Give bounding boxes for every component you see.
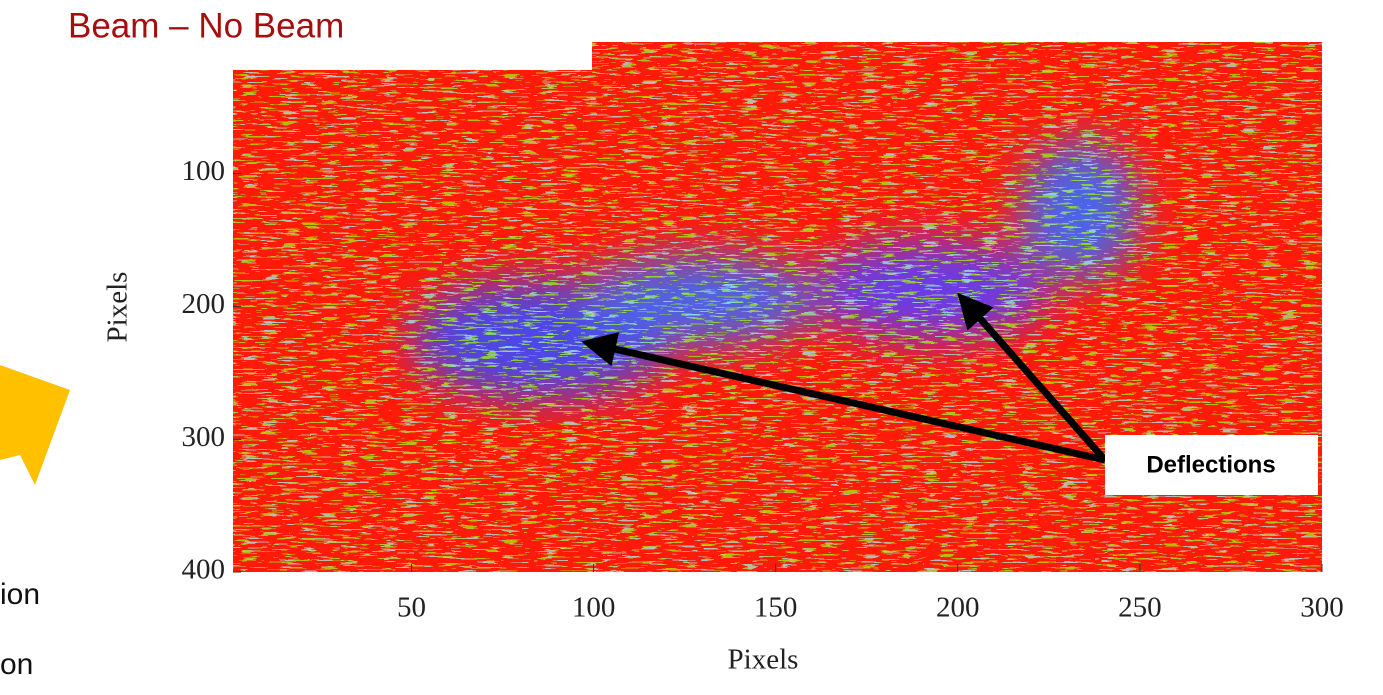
x-tick-label: 200 — [936, 592, 980, 624]
yellow-arrow — [0, 365, 70, 485]
x-tick-label: 250 — [1118, 592, 1162, 624]
side-text: on — [0, 648, 33, 681]
y-tick-label: 100 — [182, 155, 226, 187]
x-tick-label: 50 — [397, 592, 426, 624]
side-text: ion — [0, 578, 40, 611]
y-axis-label: Pixels — [102, 272, 134, 343]
y-tick-label: 200 — [182, 288, 226, 320]
y-tick-label: 300 — [182, 421, 226, 453]
x-axis-label: Pixels — [728, 644, 799, 676]
x-tick-label: 150 — [754, 592, 798, 624]
x-tick-label: 100 — [572, 592, 616, 624]
annotation-box — [1105, 435, 1318, 495]
annotation: Deflections — [1146, 451, 1275, 478]
annotation-arrow — [581, 332, 1106, 464]
x-tick-label: 300 — [1300, 592, 1344, 624]
title-box — [0, 0, 592, 70]
annotation-arrow — [957, 292, 1108, 463]
slide-title: Beam – No Beam — [68, 6, 344, 45]
y-tick-label: 400 — [182, 554, 226, 586]
